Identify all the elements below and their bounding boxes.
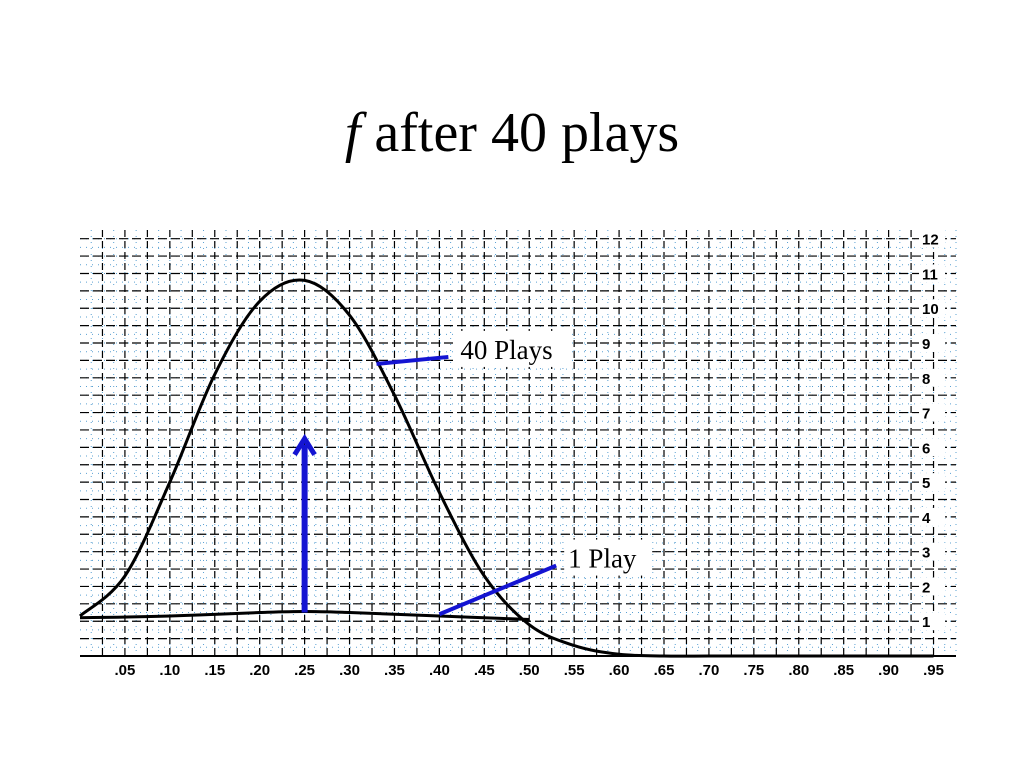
x-tick-label: .10	[159, 662, 180, 679]
x-tick-label: .30	[339, 662, 360, 679]
y-tick-label: 7	[922, 406, 930, 423]
annotation-bg-1	[456, 330, 571, 367]
x-tick-label: .35	[384, 662, 405, 679]
x-tick-label: .70	[698, 662, 719, 679]
y-tick-bg	[919, 612, 945, 631]
x-tick-label: .60	[609, 662, 630, 679]
annotation-bg-2	[564, 539, 653, 576]
y-tick-bg	[919, 507, 945, 526]
x-tick-label: .25	[294, 662, 315, 679]
x-tick-label: .55	[564, 662, 585, 679]
tick-labels: .05 .10 .15 .20 .25 .30 .35 .40 .45 .50 .55 .60 .65.…	[114, 229, 945, 679]
y-tick-bg	[919, 403, 945, 422]
x-tick-label: .85	[833, 662, 854, 679]
curves	[79, 278, 934, 658]
annotation-pointer-1	[376, 354, 449, 366]
y-tick-label: 11	[922, 266, 938, 283]
y-tick-bg	[919, 542, 945, 561]
annotation-pointer-2	[438, 563, 557, 617]
major-grid	[80, 230, 956, 656]
y-tick-bg	[919, 473, 945, 492]
y-tick-label: 4	[922, 510, 931, 527]
x-tick-label: .75	[743, 662, 764, 679]
x-tick-label: .80	[788, 662, 809, 679]
x-tick-label: .95	[923, 662, 944, 679]
title-text: after 40 plays	[374, 102, 680, 164]
annotation-label-1: 40 Plays	[460, 335, 552, 365]
y-tick-label: 9	[922, 336, 930, 353]
x-tick-label: .65	[654, 662, 675, 679]
series-line-2	[79, 610, 530, 621]
y-tick-label: 8	[922, 371, 930, 388]
y-tick-label: 1	[922, 614, 930, 631]
y-tick-bg	[919, 368, 945, 387]
title-symbol: f	[344, 102, 361, 164]
x-tick-label: .05	[114, 662, 135, 679]
y-tick-label: 6	[922, 440, 930, 457]
y-tick-bg	[919, 299, 945, 318]
x-tick-label: .40	[429, 662, 450, 679]
y-tick-bg	[919, 334, 945, 353]
x-tick-label: .15	[204, 662, 225, 679]
x-tick-label: .50	[519, 662, 540, 679]
y-tick-label: 3	[922, 545, 930, 562]
annotations: 40 Plays 1 Play	[292, 330, 653, 617]
y-tick-bg	[919, 577, 945, 596]
slide-title: f after 40 plays	[0, 100, 1024, 167]
y-tick-bg	[919, 264, 945, 283]
x-tick-label: .20	[249, 662, 270, 679]
x-tick-label: .45	[474, 662, 495, 679]
y-tick-label: 12	[922, 232, 939, 249]
y-tick-label: 2	[922, 579, 930, 596]
minor-grid	[80, 230, 957, 656]
annotation-label-2: 1 Play	[568, 544, 637, 574]
series-line-1	[79, 278, 934, 658]
x-tick-label: .90	[878, 662, 899, 679]
y-tick-bg	[919, 438, 945, 457]
y-tick-label: 5	[922, 475, 930, 492]
y-tick-bg	[919, 229, 945, 248]
y-tick-label: 10	[922, 301, 939, 318]
arrow-head	[292, 433, 317, 456]
